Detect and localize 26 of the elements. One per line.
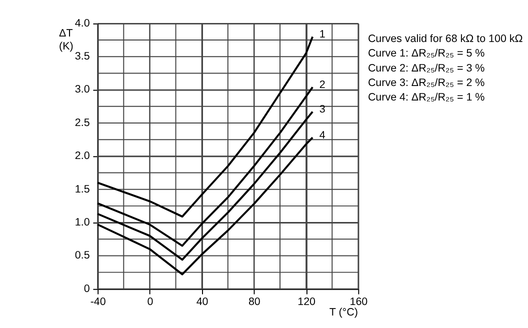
x-tick-label: 80 [248,296,260,308]
x-tick-label: -40 [90,296,106,308]
series-label: 4 [319,130,326,142]
y-tick-label: 4.0 [74,17,90,30]
y-tick-label: 3.5 [74,50,90,63]
series-label: 1 [319,28,326,41]
x-tick-label: 120 [298,296,316,308]
y-tick-label: 3.0 [74,84,90,96]
text: Curve 2: ΔR₂₅/R₂₅ = 3 % [368,62,486,74]
y-tick-label: 0.5 [74,250,90,262]
y-tick-label: 2.5 [74,116,90,129]
y-tick-label: 1.0 [74,216,90,228]
text: Curve 1: ΔR₂₅/R₂₅ = 5 % [368,48,486,60]
x-tick-label: 40 [196,296,208,308]
x-tick-label: 160 [350,296,368,308]
x-axis-title: T (°C) [329,306,358,319]
y-axis-title: ΔT (K) [59,28,74,52]
y-tick-label: 2.0 [74,150,90,162]
text: Curves valid for 68 kΩ to 100 kΩ [368,32,523,45]
series-label: 2 [319,79,326,92]
text: Curve 3: ΔR₂₅/R₂₅ = 2 % [368,76,486,89]
text: Curve 4: ΔR₂₅/R₂₅ = 1 % [368,92,486,104]
series-label: 3 [319,104,326,116]
y-tick-label: 0 [84,282,90,295]
y-tick-label: 1.5 [74,183,90,196]
x-tick-label: 0 [147,296,154,308]
